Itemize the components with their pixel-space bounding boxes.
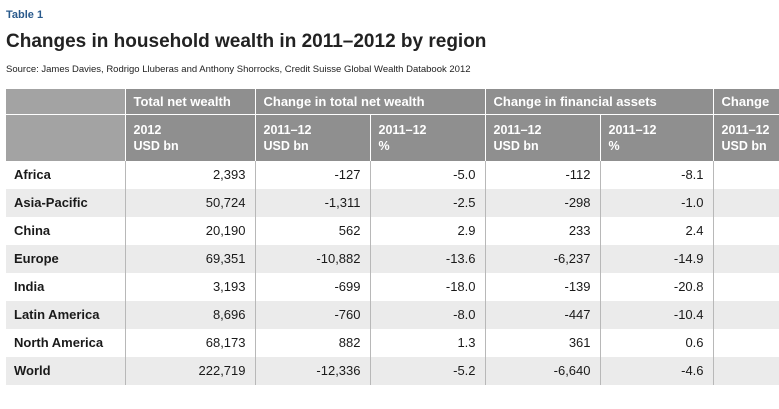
table-row: North America 68,173 882 1.3 361 0.6: [6, 328, 779, 357]
value-cell: -20.8: [600, 272, 714, 301]
value-cell: 882: [255, 328, 371, 357]
value-cell: -699: [255, 272, 371, 301]
value-cell: 361: [485, 328, 601, 357]
value-cell: -1,311: [255, 188, 371, 217]
header-sub-cell: 2011–12 USD bn: [255, 114, 371, 161]
value-cell: -6,640: [485, 356, 601, 385]
page-title: Changes in household wealth in 2011–2012…: [6, 31, 487, 52]
value-cell: [713, 356, 779, 385]
value-cell: 3,193: [125, 272, 256, 301]
source-note: Source: James Davies, Rodrigo Lluberas a…: [6, 64, 471, 75]
value-cell: -8.1: [600, 160, 714, 189]
header-group-change-total-net-wealth: Change in total net wealth: [255, 89, 486, 115]
value-cell: -298: [485, 188, 601, 217]
value-cell: -8.0: [370, 300, 486, 329]
value-cell: [713, 188, 779, 217]
region-cell: Africa: [6, 160, 126, 189]
value-cell: 2.9: [370, 216, 486, 245]
header-sub-cell: 2011–12 USD bn: [713, 114, 779, 161]
header-group-change-financial-assets: Change in financial assets: [485, 89, 714, 115]
header-group-change-truncated: Change: [713, 89, 779, 115]
table-row: Latin America 8,696 -760 -8.0 -447 -10.4: [6, 300, 779, 329]
value-cell: 1.3: [370, 328, 486, 357]
value-cell: -10,882: [255, 244, 371, 273]
table-row: World 222,719 -12,336 -5.2 -6,640 -4.6: [6, 356, 779, 385]
value-cell: [713, 160, 779, 189]
value-cell: [713, 244, 779, 273]
value-cell: -5.0: [370, 160, 486, 189]
header-sub-cell: 2011–12%: [370, 114, 486, 161]
header-group-total-net-wealth: Total net wealth: [125, 89, 256, 115]
header-sub-corner: [6, 114, 126, 161]
value-cell: -760: [255, 300, 371, 329]
region-cell: World: [6, 356, 126, 385]
value-cell: -139: [485, 272, 601, 301]
value-cell: [713, 300, 779, 329]
region-cell: India: [6, 272, 126, 301]
wealth-table: Total net wealth Change in total net wea…: [6, 89, 779, 385]
value-cell: 2,393: [125, 160, 256, 189]
value-cell: -18.0: [370, 272, 486, 301]
table-row: Europe 69,351 -10,882 -13.6 -6,237 -14.9: [6, 244, 779, 273]
value-cell: 8,696: [125, 300, 256, 329]
value-cell: [713, 272, 779, 301]
value-cell: -127: [255, 160, 371, 189]
value-cell: -4.6: [600, 356, 714, 385]
header-sub-cell: 2012 USD bn: [125, 114, 256, 161]
region-cell: Europe: [6, 244, 126, 273]
value-cell: -2.5: [370, 188, 486, 217]
region-cell: Latin America: [6, 300, 126, 329]
header-sub-row: 2012 USD bn 2011–12 USD bn 2011–12% 2011–1…: [6, 114, 779, 161]
header-group-row: Total net wealth Change in total net wea…: [6, 89, 779, 115]
value-cell: 69,351: [125, 244, 256, 273]
wealth-table-container: Total net wealth Change in total net wea…: [6, 89, 779, 385]
value-cell: -5.2: [370, 356, 486, 385]
value-cell: -112: [485, 160, 601, 189]
value-cell: 2.4: [600, 216, 714, 245]
value-cell: 233: [485, 216, 601, 245]
value-cell: -13.6: [370, 244, 486, 273]
region-cell: North America: [6, 328, 126, 357]
value-cell: 222,719: [125, 356, 256, 385]
value-cell: 20,190: [125, 216, 256, 245]
region-cell: Asia-Pacific: [6, 188, 126, 217]
table-row: India 3,193 -699 -18.0 -139 -20.8: [6, 272, 779, 301]
value-cell: -10.4: [600, 300, 714, 329]
value-cell: 0.6: [600, 328, 714, 357]
value-cell: [713, 328, 779, 357]
value-cell: 562: [255, 216, 371, 245]
value-cell: -6,237: [485, 244, 601, 273]
table-row: Asia-Pacific 50,724 -1,311 -2.5 -298 -1.…: [6, 188, 779, 217]
value-cell: 50,724: [125, 188, 256, 217]
table-row: Africa 2,393 -127 -5.0 -112 -8.1: [6, 160, 779, 189]
header-sub-cell: 2011–12%: [600, 114, 714, 161]
value-cell: 68,173: [125, 328, 256, 357]
header-corner: [6, 89, 126, 115]
value-cell: -447: [485, 300, 601, 329]
value-cell: -14.9: [600, 244, 714, 273]
region-cell: China: [6, 216, 126, 245]
value-cell: -1.0: [600, 188, 714, 217]
table-label: Table 1: [6, 9, 44, 21]
value-cell: [713, 216, 779, 245]
table-row: China 20,190 562 2.9 233 2.4: [6, 216, 779, 245]
value-cell: -12,336: [255, 356, 371, 385]
header-sub-cell: 2011–12 USD bn: [485, 114, 601, 161]
